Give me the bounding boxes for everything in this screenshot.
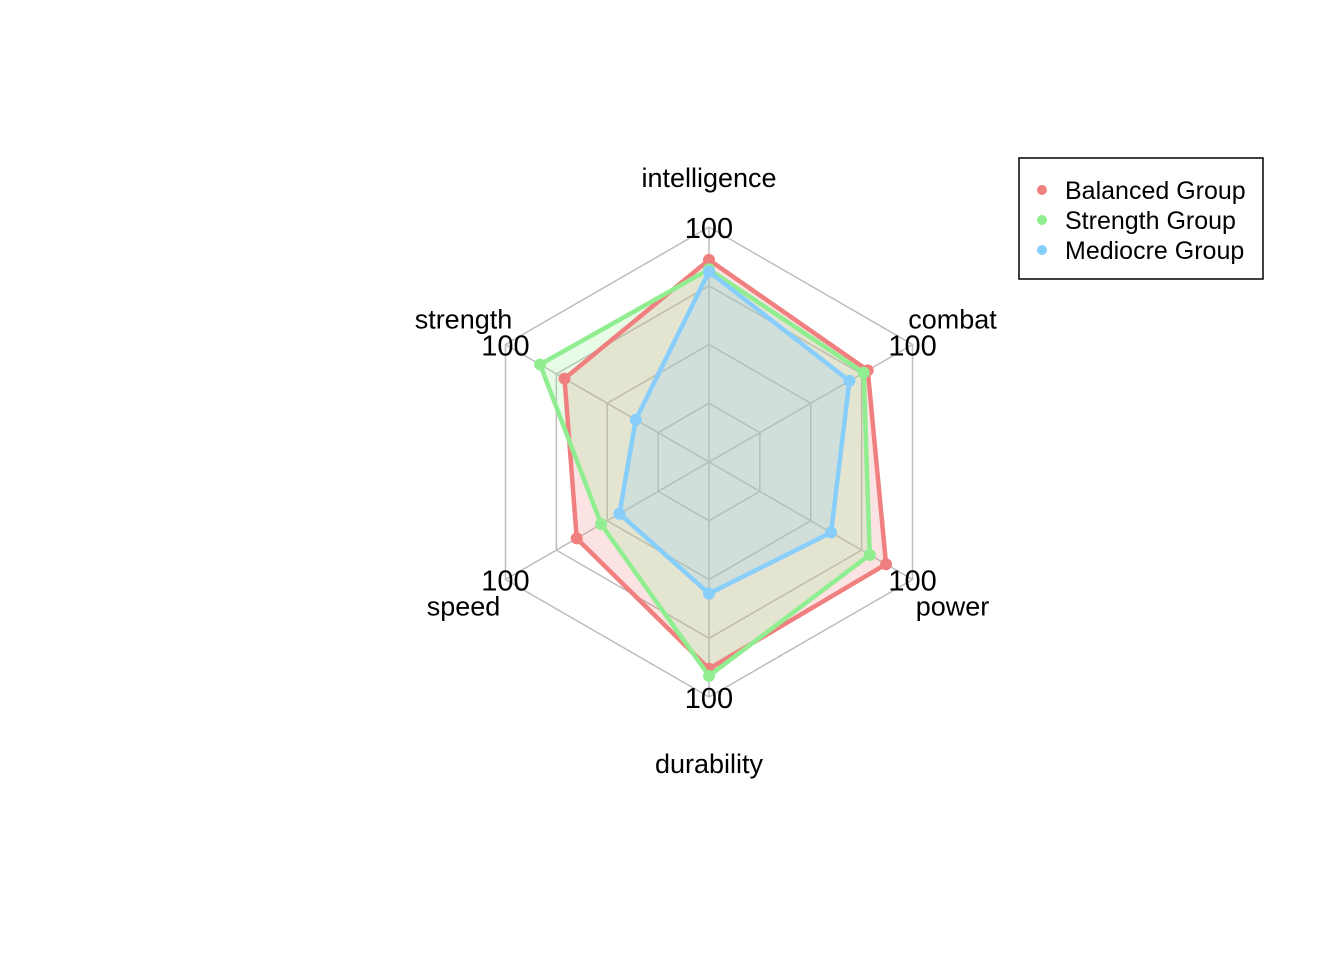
data-point — [857, 366, 870, 379]
grid-spoke — [708, 343, 913, 463]
axis-max-tick: 100 — [481, 566, 529, 598]
data-point — [613, 507, 626, 520]
data-point — [880, 558, 893, 571]
legend-box — [1018, 157, 1264, 280]
data-point — [703, 669, 715, 682]
axis-max-tick: 100 — [685, 683, 733, 715]
series-area — [619, 271, 850, 594]
series-area — [564, 259, 887, 669]
legend-label: Balanced Group — [1065, 177, 1246, 205]
data-point — [629, 413, 642, 426]
data-point — [843, 374, 856, 387]
data-point — [825, 526, 838, 539]
legend-marker — [1037, 215, 1047, 225]
axis-max-tick: 100 — [685, 213, 733, 245]
data-point — [534, 358, 547, 371]
label-layer: intelligence100combat100power100durabili… — [415, 163, 998, 779]
data-point — [558, 372, 571, 385]
data-point — [570, 532, 583, 545]
legend-label: Strength Group — [1065, 207, 1236, 235]
axis-label-durability: durability — [655, 749, 764, 779]
data-point — [703, 253, 715, 266]
legend-marker — [1037, 245, 1047, 255]
grid-spoke — [505, 461, 710, 581]
data-point — [703, 587, 715, 600]
data-point — [863, 548, 876, 561]
data-point — [595, 518, 608, 531]
axis-max-tick: 100 — [888, 331, 936, 363]
axis-label-strength: strength — [415, 305, 513, 335]
axis-label-power: power — [916, 592, 990, 622]
axis-max-tick: 100 — [481, 331, 529, 363]
axis-label-combat: combat — [908, 305, 997, 335]
legend-label: Mediocre Group — [1065, 237, 1244, 265]
axis-label-intelligence: intelligence — [641, 163, 776, 193]
series-area — [540, 269, 870, 676]
axis-label-speed: speed — [427, 592, 501, 622]
grid-spoke — [708, 461, 913, 581]
series-layer — [534, 253, 893, 682]
legend-marker — [1037, 185, 1047, 195]
axis-max-tick: 100 — [888, 566, 936, 598]
data-point — [703, 265, 715, 278]
